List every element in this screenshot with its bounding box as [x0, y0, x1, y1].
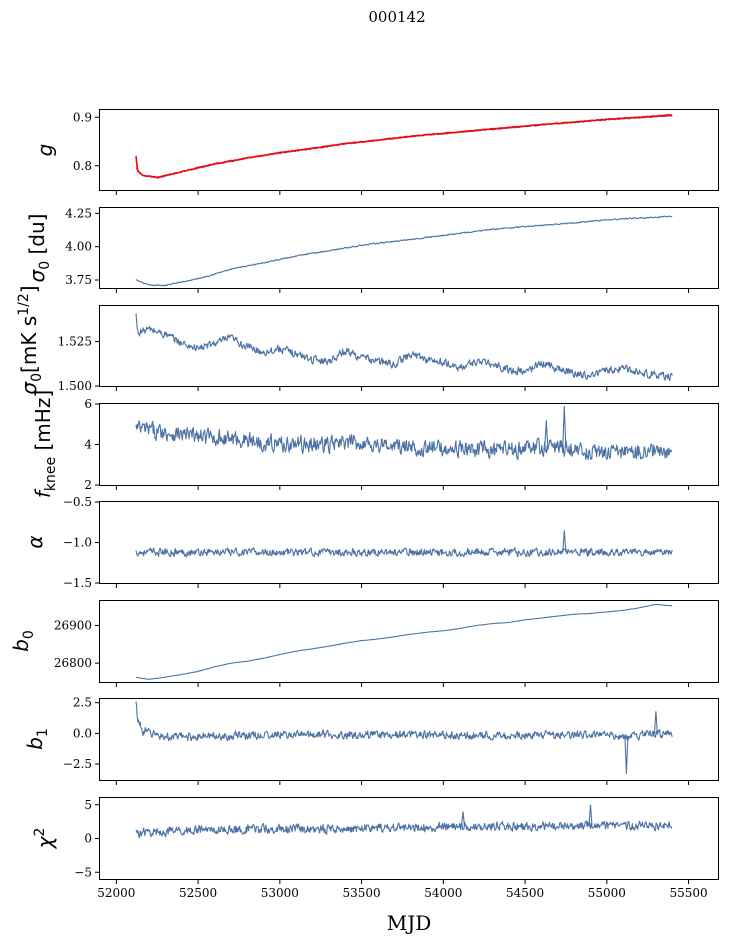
alpha-ytick-label: −1.0	[63, 536, 92, 550]
fknee-ytick-label: 4	[84, 438, 92, 452]
sigma0-mk-series-line-0	[135, 313, 673, 382]
gain-ytick-label: 0.9	[73, 110, 92, 124]
b1-x-ticks	[115, 780, 690, 785]
b0-series	[135, 603, 673, 680]
chi2-ylabel: χ2	[32, 828, 57, 850]
xtick-label: 52500	[179, 886, 217, 900]
panel-chi2: −5 0 5 52000 52500 53000 53500 54000 54500 55000…	[32, 797, 719, 900]
alpha-ylabel: α	[23, 535, 47, 548]
sigma0-mk-ytick-label: 1.500	[58, 379, 92, 393]
chi2-ytick-label: 0	[84, 832, 92, 846]
panel-alpha: −1.5 −1.0 −0.5 α	[23, 495, 719, 590]
panel-b0: 26800 26900 b0	[9, 600, 719, 687]
chi2-x-ticks: 52000 52500 53000 53500 54000 54500 55000 55500	[97, 879, 708, 900]
panel-gain: 0.8 0.9 g	[33, 109, 719, 195]
figure-title: 000142	[368, 8, 425, 26]
sigma0-du-ytick-label: 4.00	[65, 240, 92, 254]
b1-ytick-label: 2.5	[73, 696, 92, 710]
b1-y-ticks: −2.5 0.0 2.5	[63, 696, 100, 771]
b0-ytick-label: 26800	[54, 656, 92, 670]
gain-x-ticks	[115, 190, 690, 195]
sigma0-du-ytick-label: 3.75	[65, 273, 92, 287]
alpha-spike-0	[562, 530, 567, 553]
chi2-series	[135, 804, 673, 839]
b0-y-ticks: 26800 26900	[54, 618, 100, 670]
alpha-y-ticks: −1.5 −1.0 −0.5	[63, 495, 100, 590]
gain-series-line-0	[135, 115, 673, 179]
sigma0-du-axes-frame	[99, 207, 719, 289]
gain-series	[135, 114, 673, 179]
sigma0-du-y-ticks: 3.75 4.00 4.25	[65, 206, 100, 287]
b1-ylabel: b1	[23, 728, 51, 750]
sigma0-mk-x-ticks	[115, 386, 690, 391]
gain-y-ticks: 0.8 0.9	[73, 110, 100, 173]
chi2-spike-1	[460, 811, 466, 827]
b0-x-ticks	[115, 682, 690, 687]
fknee-series	[135, 405, 673, 461]
alpha-axes-frame	[99, 501, 719, 584]
b0-ytick-label: 26900	[54, 618, 92, 632]
b1-ytick-label: −2.5	[63, 757, 92, 771]
sigma0-du-series	[135, 215, 673, 287]
xtick-label: 52000	[97, 886, 135, 900]
b1-series-line-0	[135, 701, 673, 742]
chi2-y-ticks: −5 0 5	[74, 798, 100, 879]
fknee-spike-0	[562, 405, 567, 448]
fknee-spike-1	[544, 420, 549, 448]
alpha-series	[135, 530, 673, 558]
sigma0-mk-axes-frame	[99, 305, 719, 387]
alpha-ytick-label: −0.5	[63, 495, 92, 509]
chi2-spike-0	[588, 804, 593, 826]
fknee-ytick-label: 2	[84, 478, 92, 492]
b0-ylabel: b0	[9, 630, 37, 652]
chi2-axes-frame	[99, 797, 719, 880]
gain-ytick-label: 0.8	[73, 159, 92, 173]
chi2-series-line-0	[135, 820, 673, 839]
sigma0-du-ylabel: σ0 [du]	[25, 214, 53, 283]
b1-series	[135, 701, 673, 774]
b1-ytick-label: 0.0	[73, 726, 92, 740]
b0-series-line-0	[135, 603, 673, 680]
panel-b1: −2.5 0.0 2.5 b1	[23, 696, 719, 785]
gain-axes-frame	[99, 109, 719, 191]
fknee-ytick-label: 6	[84, 397, 92, 411]
fknee-ylabel: fknee [mHz]	[31, 390, 59, 498]
sigma0-mk-ylabel: σ0[mK s1/2]	[16, 285, 45, 394]
panel-sigma0-mk: 1.500 1.525 σ0[mK s1/2]	[16, 285, 719, 395]
panel-sigma0-du: 3.75 4.00 4.25 σ0 [du]	[25, 206, 719, 293]
sigma0-du-series-line-0	[135, 215, 673, 287]
xtick-label: 54500	[506, 886, 544, 900]
alpha-series-line-0	[135, 547, 673, 558]
sigma0-mk-series	[135, 313, 673, 382]
fknee-x-ticks	[115, 485, 690, 490]
b1-axes-frame	[99, 698, 719, 781]
alpha-ytick-label: −1.5	[63, 576, 92, 590]
fknee-series-line-0	[135, 420, 673, 461]
sigma0-mk-ytick-label: 1.525	[58, 335, 92, 349]
sigma0-du-x-ticks	[115, 288, 690, 293]
b1-spike-0	[624, 735, 629, 774]
xtick-label: 55000	[588, 886, 626, 900]
b1-spike-1	[653, 711, 658, 735]
xtick-label: 54000	[424, 886, 462, 900]
gain-ylabel: g	[33, 144, 57, 157]
fknee-y-ticks: 2 4 6	[84, 397, 100, 492]
alpha-x-ticks	[115, 583, 690, 588]
xtick-label: 55500	[669, 886, 707, 900]
gain-series-line-1	[135, 114, 673, 179]
x-axis-label: MJD	[387, 911, 432, 935]
chi2-ytick-label: 5	[84, 798, 92, 812]
xtick-label: 53500	[342, 886, 380, 900]
sigma0-du-ytick-label: 4.25	[65, 206, 92, 220]
sigma0-mk-y-ticks: 1.500 1.525	[58, 335, 100, 393]
xtick-label: 53000	[261, 886, 299, 900]
panel-fknee: 2 4 6 fknee [mHz]	[31, 390, 719, 498]
chi2-ytick-label: −5	[74, 865, 92, 879]
b0-axes-frame	[99, 600, 719, 683]
